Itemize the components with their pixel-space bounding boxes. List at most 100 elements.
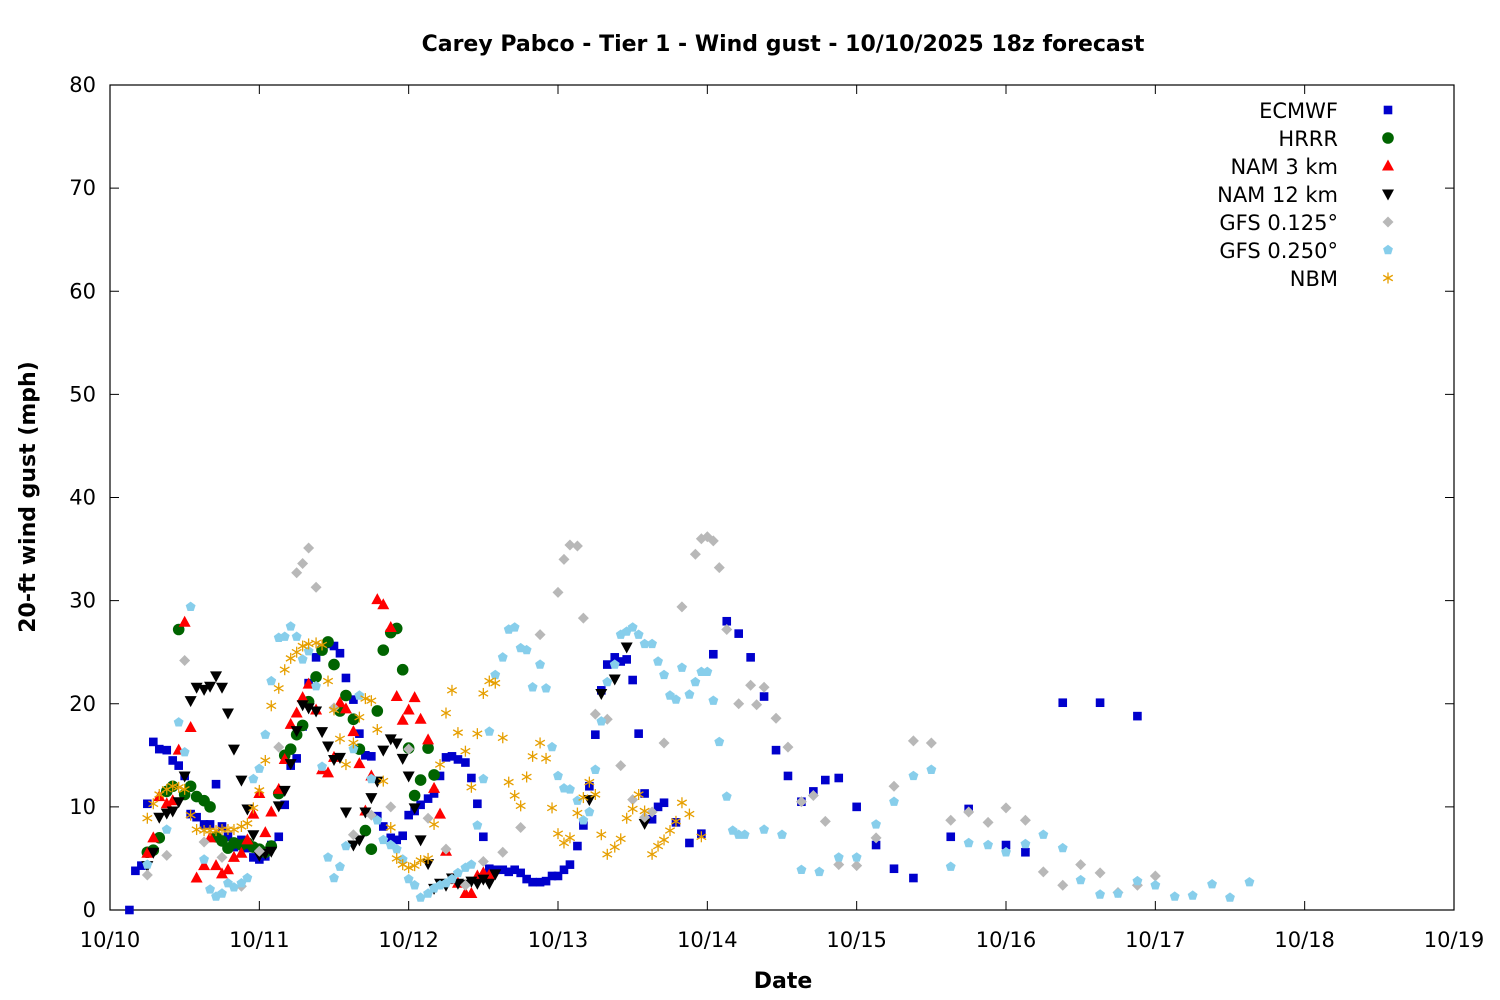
data-point [814, 866, 825, 877]
legend-marker [1382, 159, 1394, 171]
y-tick-label: 70 [69, 176, 96, 200]
data-point [676, 797, 688, 809]
data-point [403, 743, 415, 755]
data-point [541, 683, 551, 693]
legend-marker [1382, 189, 1394, 201]
data-point [147, 831, 160, 843]
data-point [1038, 829, 1049, 839]
data-point [602, 848, 613, 860]
data-point [291, 631, 302, 641]
data-point [522, 874, 531, 884]
data-point [260, 754, 271, 766]
data-point [615, 760, 627, 772]
data-point [615, 833, 626, 845]
data-point [297, 640, 308, 652]
data-point [945, 861, 956, 871]
data-point [963, 837, 974, 848]
data-point [782, 741, 794, 753]
data-points [125, 531, 1255, 915]
data-point [422, 733, 435, 745]
data-point [185, 809, 196, 821]
data-point [178, 771, 191, 783]
data-point [179, 654, 191, 666]
chart-title: Carey Pabco - Tier 1 - Wind gust - 10/10… [422, 32, 1145, 57]
data-point [280, 800, 290, 810]
data-point [147, 847, 160, 859]
data-point [638, 818, 651, 830]
legend-label: GFS 0.250° [1219, 239, 1338, 263]
data-point [1113, 888, 1123, 898]
data-point [467, 773, 476, 783]
data-point [310, 637, 322, 649]
data-point [378, 834, 389, 845]
data-point [639, 805, 650, 817]
data-point [1057, 842, 1068, 853]
data-point [889, 796, 899, 806]
legend-label: NAM 12 km [1217, 183, 1338, 207]
data-point [311, 681, 321, 691]
data-point [634, 729, 643, 738]
data-point [602, 676, 613, 687]
data-point [646, 848, 658, 860]
data-point [254, 763, 265, 773]
data-point [241, 804, 254, 816]
data-point [414, 774, 427, 786]
data-point [384, 620, 397, 632]
data-point [409, 860, 420, 872]
data-point [396, 663, 409, 676]
data-point [490, 677, 501, 689]
data-point [184, 720, 197, 732]
data-point [365, 793, 378, 805]
data-point [422, 742, 434, 754]
data-point [371, 705, 384, 717]
data-point [677, 662, 687, 672]
data-point [596, 829, 607, 841]
data-point [484, 726, 495, 736]
data-point [329, 872, 339, 883]
data-point [733, 698, 745, 710]
data-point [348, 743, 359, 754]
x-tick-label: 10/14 [677, 928, 738, 952]
plot-frame [109, 84, 1455, 911]
data-point [926, 764, 937, 774]
data-point [658, 834, 670, 846]
data-point [583, 795, 596, 807]
data-point [415, 892, 426, 902]
data-point [290, 706, 303, 718]
data-point [254, 784, 265, 796]
y-tick-label: 30 [69, 589, 96, 613]
data-point [553, 770, 563, 781]
data-point [184, 780, 197, 793]
data-point [573, 841, 582, 851]
data-point [465, 887, 478, 898]
data-point [461, 758, 470, 767]
data-point [205, 820, 215, 829]
data-point [1244, 877, 1255, 887]
data-point [547, 741, 557, 752]
data-point [572, 795, 583, 805]
data-point [1075, 859, 1087, 871]
data-point [242, 872, 253, 883]
data-point [870, 832, 882, 844]
data-point [553, 871, 563, 881]
x-tick-label: 10/12 [378, 928, 439, 952]
data-point [515, 800, 526, 812]
data-point [366, 773, 377, 784]
data-point [478, 687, 489, 699]
data-point [408, 803, 421, 815]
data-point [479, 832, 488, 842]
data-point [377, 745, 390, 757]
data-point [303, 542, 315, 554]
data-point [471, 878, 484, 890]
data-point [333, 696, 346, 708]
data-point [408, 691, 421, 703]
data-point [684, 689, 695, 699]
data-point [446, 684, 458, 696]
data-point [142, 859, 153, 869]
data-point [541, 876, 551, 886]
data-point [584, 806, 595, 817]
data-point [453, 755, 463, 764]
data-point [888, 780, 900, 792]
data-point [1001, 847, 1011, 857]
